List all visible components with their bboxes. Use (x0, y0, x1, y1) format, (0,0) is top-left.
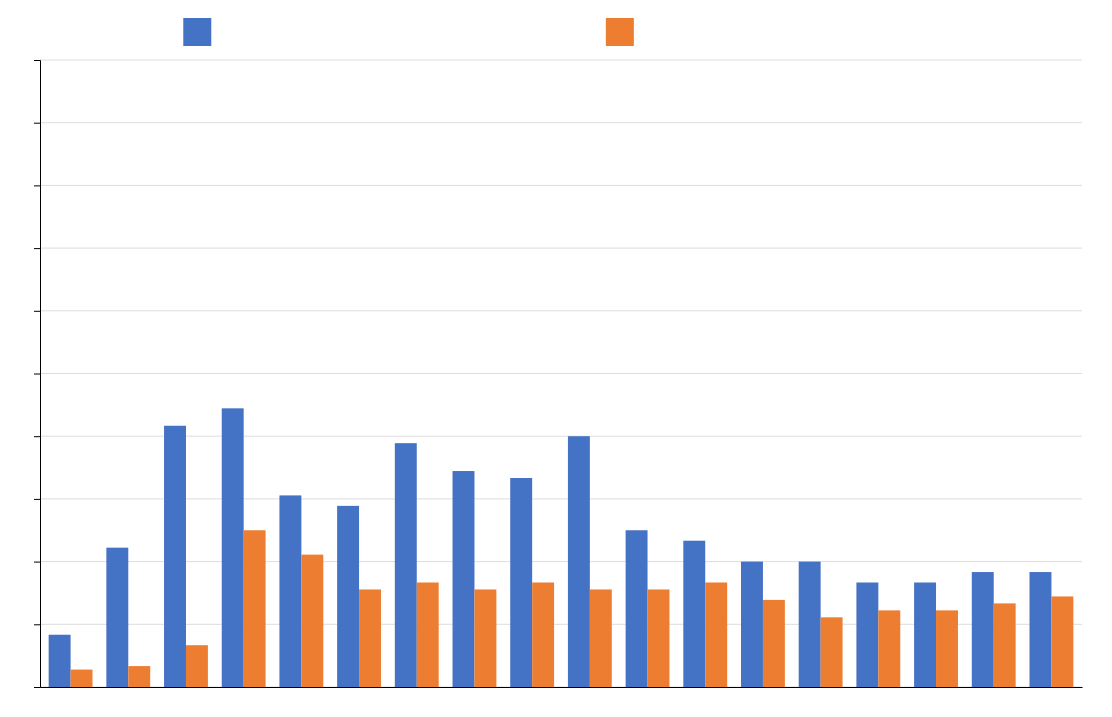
grid-line (40, 248, 1082, 249)
legend-swatch (606, 18, 634, 46)
bar (763, 600, 785, 687)
bar (474, 589, 496, 687)
y-tick (34, 624, 40, 625)
chart (0, 0, 1112, 717)
bar (936, 610, 958, 687)
bar (626, 530, 648, 687)
bar (301, 555, 323, 687)
bar (395, 443, 417, 687)
grid-line (40, 498, 1082, 499)
y-tick-mark (34, 248, 40, 249)
bar (106, 548, 128, 687)
bar (568, 436, 590, 687)
y-tick (34, 248, 40, 249)
bar (1029, 572, 1051, 687)
y-tick (34, 687, 40, 688)
y-tick (34, 499, 40, 500)
bar (337, 506, 359, 687)
bar (164, 426, 186, 687)
bar (683, 541, 705, 687)
bar (417, 583, 439, 688)
grid-line (40, 185, 1082, 186)
bar (705, 583, 727, 688)
bar (799, 562, 821, 687)
bar (279, 495, 301, 687)
bar-series (49, 408, 1052, 687)
y-tick-mark (34, 624, 40, 625)
bar (914, 583, 936, 688)
bar (532, 583, 554, 688)
grid-line (40, 373, 1082, 374)
y-tick (34, 374, 40, 375)
bar (128, 666, 150, 687)
bar (972, 572, 994, 687)
y-tick-mark (34, 185, 40, 186)
bar-series (71, 530, 1074, 687)
bar (856, 583, 878, 688)
y-axis (34, 61, 41, 688)
y-tick-mark (34, 562, 40, 563)
bar (71, 670, 93, 687)
grid-line (40, 561, 1082, 562)
y-tick-mark (34, 123, 40, 124)
bar (741, 562, 763, 687)
bar (244, 530, 266, 687)
grid-line (40, 122, 1082, 123)
grid-line (40, 60, 1082, 61)
bar (49, 635, 71, 687)
x-axis (41, 687, 1083, 688)
bars (49, 408, 1074, 687)
bar (648, 589, 670, 687)
bar (994, 603, 1016, 687)
bar (359, 589, 381, 687)
y-tick (34, 123, 40, 124)
grid-line (40, 310, 1082, 311)
y-tick-mark (34, 436, 40, 437)
grid-line (40, 436, 1082, 437)
legend (183, 18, 634, 46)
bar (510, 478, 532, 687)
y-tick (34, 311, 40, 312)
bar (1051, 596, 1073, 687)
bar (222, 408, 244, 687)
y-tick (34, 60, 40, 61)
bar (821, 617, 843, 687)
bar (878, 610, 900, 687)
y-tick (34, 562, 40, 563)
bar (186, 645, 208, 687)
y-axis-line (34, 61, 41, 688)
y-tick (34, 436, 40, 437)
y-tick-mark (34, 311, 40, 312)
bar (453, 471, 475, 687)
x-axis-line (41, 687, 1083, 688)
bar (590, 589, 612, 687)
y-tick-mark (34, 499, 40, 500)
y-tick (34, 185, 40, 186)
legend-swatch (183, 18, 211, 46)
plot (34, 60, 1083, 688)
y-tick-mark (34, 60, 40, 61)
y-tick-mark (34, 374, 40, 375)
y-tick-mark (34, 687, 40, 688)
grid (40, 60, 1082, 687)
